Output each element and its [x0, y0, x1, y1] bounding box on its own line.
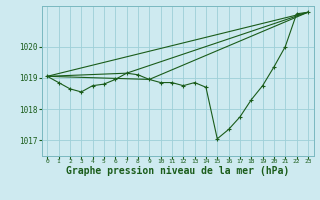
X-axis label: Graphe pression niveau de la mer (hPa): Graphe pression niveau de la mer (hPa)	[66, 166, 289, 176]
